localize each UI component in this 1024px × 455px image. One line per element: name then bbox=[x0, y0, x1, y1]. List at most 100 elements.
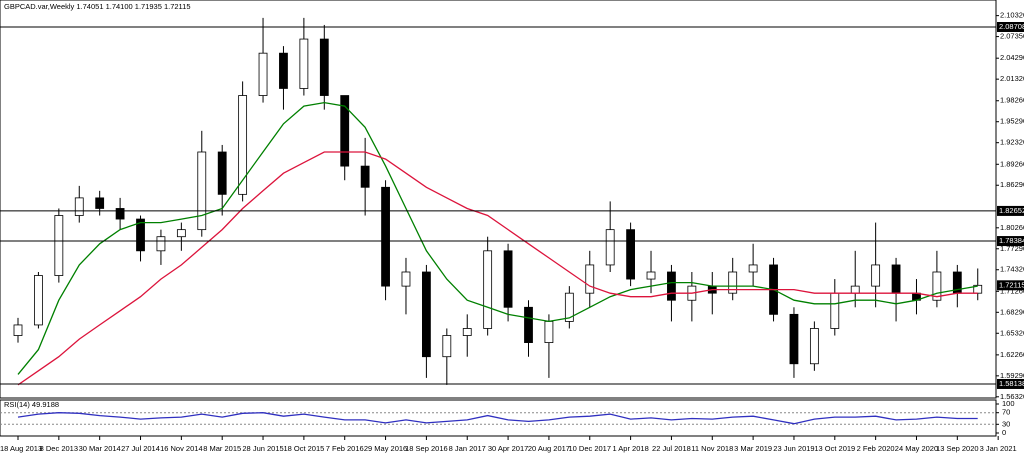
candle-body bbox=[891, 264, 901, 294]
x-tick-label: 13 Sep 2020 bbox=[936, 444, 979, 453]
level-box bbox=[997, 205, 1024, 216]
y-tick-label: 1.68290 bbox=[1000, 307, 1024, 316]
chart-title: GBPCAD.var,Weekly 1.74051 1.74100 1.7193… bbox=[4, 2, 191, 11]
y-tick-label: 1.56320 bbox=[1000, 392, 1024, 401]
candle-body bbox=[605, 229, 615, 266]
price-box bbox=[997, 280, 1024, 291]
x-tick-label: 16 Nov 2014 bbox=[160, 444, 203, 453]
x-tick-label: 10 Dec 2017 bbox=[568, 444, 611, 453]
level-box bbox=[997, 378, 1024, 389]
candle-body bbox=[299, 38, 309, 89]
candle-body bbox=[360, 165, 370, 188]
moving-average bbox=[17, 101, 978, 375]
rsi-title: RSI(14) 49.9188 bbox=[4, 400, 59, 409]
candle-body bbox=[748, 264, 758, 273]
candle-body bbox=[421, 271, 431, 358]
moving-average bbox=[17, 151, 978, 386]
candle-body bbox=[809, 328, 819, 365]
candle-body bbox=[544, 321, 554, 343]
candle-body bbox=[54, 215, 64, 276]
x-tick-label: 22 Jul 2018 bbox=[652, 444, 691, 453]
candle-body bbox=[136, 218, 145, 252]
x-tick-label: 13 Oct 2019 bbox=[814, 444, 855, 453]
y-tick-label: 0 bbox=[1002, 428, 1006, 437]
candle-body bbox=[319, 38, 329, 96]
price-label: 1.72115 bbox=[999, 280, 1024, 289]
rsi-line bbox=[17, 412, 978, 425]
candle-body bbox=[279, 52, 288, 89]
candle-body bbox=[34, 275, 43, 326]
y-tick-label: 1.65320 bbox=[1000, 328, 1024, 337]
candle-body bbox=[401, 271, 411, 287]
candle-body bbox=[524, 306, 533, 343]
candle-body bbox=[217, 151, 227, 195]
candle-body bbox=[13, 324, 23, 336]
x-tick-label: 29 May 2016 bbox=[364, 444, 407, 453]
rsi-frame bbox=[0, 399, 997, 437]
y-tick-label: 1.77290 bbox=[1000, 244, 1024, 253]
candle-body bbox=[340, 95, 350, 167]
candle-body bbox=[95, 197, 105, 209]
candle-body bbox=[238, 95, 248, 195]
x-tick-label: 2 Feb 2020 bbox=[857, 444, 895, 453]
y-tick-label: 2.07350 bbox=[1000, 32, 1024, 41]
candle-body bbox=[258, 52, 268, 96]
candle-body bbox=[830, 292, 840, 329]
candle-body bbox=[789, 313, 799, 365]
level-label: 1.58138 bbox=[999, 379, 1024, 388]
candle-body bbox=[176, 229, 186, 238]
x-tick-label: 8 Mar 2015 bbox=[203, 444, 241, 453]
x-tick-label: 24 May 2020 bbox=[895, 444, 938, 453]
y-tick-label: 1.92320 bbox=[1000, 138, 1024, 147]
candle-body bbox=[932, 271, 942, 301]
candle-body bbox=[973, 284, 983, 294]
level-box bbox=[997, 22, 1024, 33]
candle-body bbox=[667, 271, 676, 301]
x-tick-label: 11 Nov 2018 bbox=[691, 444, 733, 453]
candle-body bbox=[646, 271, 656, 280]
candle-body bbox=[74, 197, 84, 216]
x-tick-label: 30 Mar 2014 bbox=[79, 444, 121, 453]
x-tick-label: 18 Oct 2015 bbox=[283, 444, 324, 453]
candle-body bbox=[197, 151, 207, 231]
y-tick-label: 1.98260 bbox=[1000, 96, 1024, 105]
candle-body bbox=[442, 335, 452, 358]
x-tick-label: 1 Apr 2018 bbox=[612, 444, 648, 453]
y-tick-label: 1.71260 bbox=[1000, 286, 1024, 295]
candle-body bbox=[871, 264, 881, 287]
x-tick-label: 8 Dec 2013 bbox=[40, 444, 78, 453]
x-tick-label: 23 Jun 2019 bbox=[773, 444, 814, 453]
x-tick-label: 28 Jun 2015 bbox=[242, 444, 283, 453]
candle-body bbox=[115, 208, 125, 220]
y-tick-label: 1.59290 bbox=[1000, 371, 1024, 380]
x-tick-label: 18 Aug 2013 bbox=[0, 444, 42, 453]
candle-body bbox=[462, 328, 472, 336]
candle-body bbox=[381, 186, 390, 287]
y-tick-label: 1.74320 bbox=[1000, 265, 1024, 274]
y-tick-label: 100 bbox=[1002, 399, 1015, 408]
y-tick-label: 30 bbox=[1002, 419, 1010, 428]
y-tick-label: 1.95290 bbox=[1000, 117, 1024, 126]
level-label: 1.82652 bbox=[999, 206, 1024, 215]
x-tick-label: 3 Mar 2019 bbox=[734, 444, 772, 453]
y-tick-label: 2.04290 bbox=[1000, 53, 1024, 62]
x-tick-label: 7 Feb 2016 bbox=[326, 444, 364, 453]
level-box bbox=[997, 236, 1024, 247]
candle-body bbox=[626, 229, 635, 280]
y-tick-label: 70 bbox=[1002, 408, 1010, 417]
y-tick-label: 1.80260 bbox=[1000, 223, 1024, 232]
x-tick-label: 18 Sep 2016 bbox=[405, 444, 448, 453]
candle-body bbox=[156, 236, 166, 252]
candle-body bbox=[728, 271, 738, 294]
main-frame bbox=[0, 0, 997, 399]
candle-body bbox=[564, 292, 574, 322]
y-tick-label: 2.10320 bbox=[1000, 11, 1024, 20]
candle-body bbox=[483, 250, 493, 329]
y-tick-label: 1.86290 bbox=[1000, 180, 1024, 189]
candle-body bbox=[503, 250, 513, 308]
level-label: 2.08708 bbox=[999, 22, 1024, 31]
candle-body bbox=[850, 285, 860, 294]
x-tick-label: 27 Jul 2014 bbox=[121, 444, 160, 453]
